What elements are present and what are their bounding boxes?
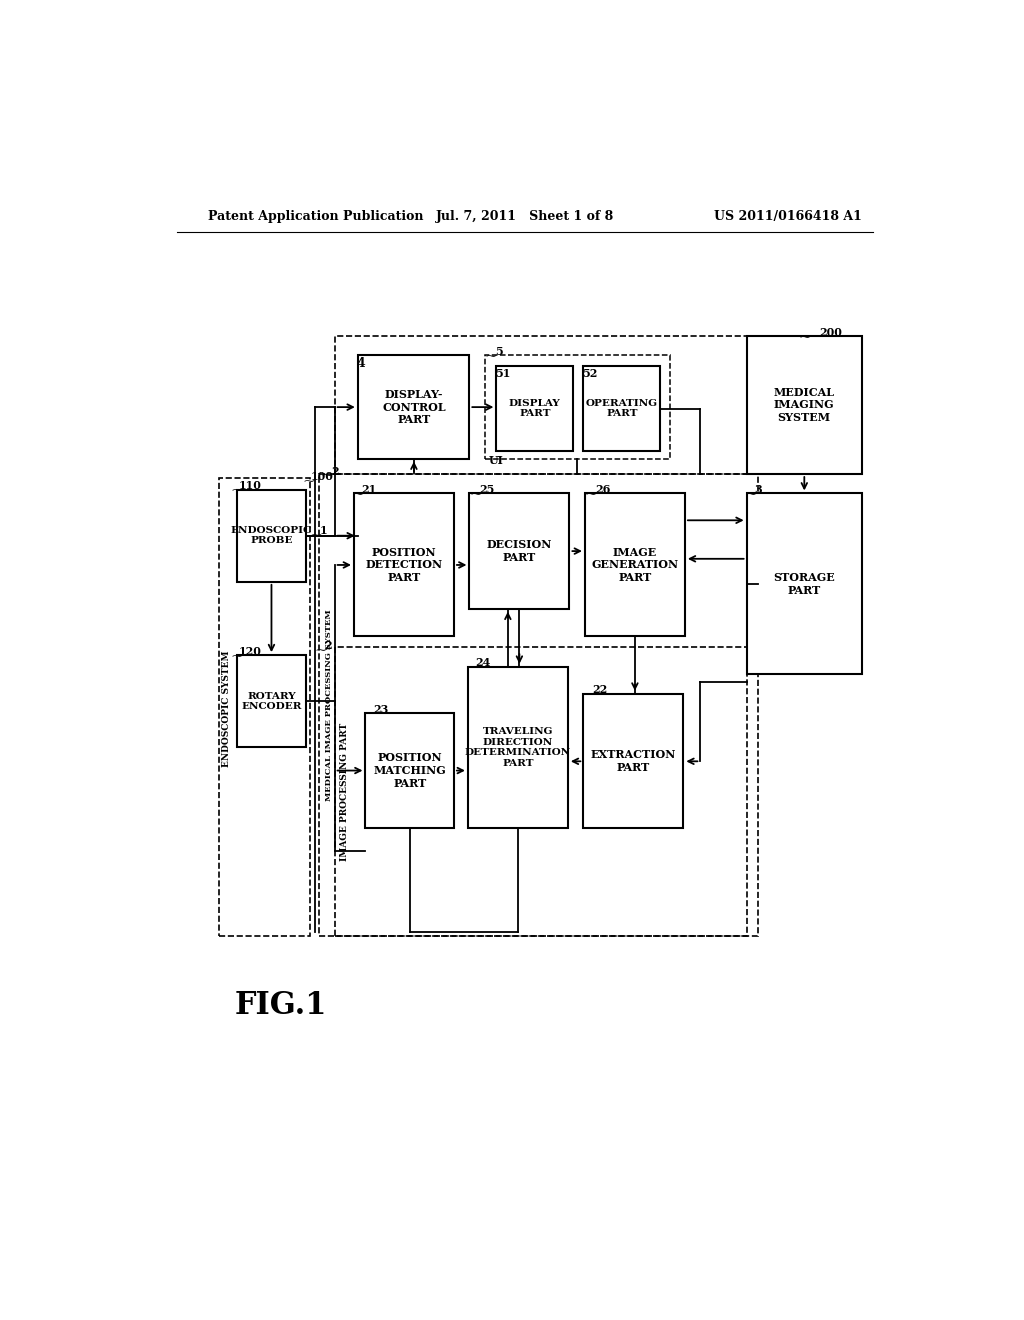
Text: 26: 26: [595, 484, 610, 495]
Text: ~: ~: [314, 644, 327, 659]
Text: 1: 1: [319, 525, 327, 536]
Text: 110: 110: [239, 480, 261, 491]
Text: ~: ~: [585, 488, 597, 502]
Text: 2: 2: [331, 466, 338, 477]
Bar: [237, 655, 306, 747]
Bar: [335, 647, 746, 936]
Bar: [497, 366, 573, 451]
Text: 4: 4: [356, 358, 365, 370]
Text: ~: ~: [309, 529, 322, 543]
Text: ~: ~: [230, 484, 243, 498]
Text: ENDOSCOPIC SYSTEM: ENDOSCOPIC SYSTEM: [222, 651, 231, 767]
Text: ROTARY
ENCODER: ROTARY ENCODER: [242, 692, 302, 711]
Text: 24: 24: [475, 657, 490, 668]
Text: 23: 23: [373, 704, 388, 714]
Bar: [468, 667, 568, 829]
Text: 25: 25: [479, 484, 495, 495]
Text: OPERATING
PART: OPERATING PART: [586, 399, 657, 418]
Text: ~: ~: [583, 688, 595, 702]
Text: 100: 100: [310, 471, 334, 482]
Bar: [585, 494, 685, 636]
Bar: [469, 494, 569, 609]
Text: ~: ~: [362, 708, 376, 721]
Bar: [354, 494, 454, 636]
Text: Patent Application Publication: Patent Application Publication: [208, 210, 423, 223]
Text: FIG.1: FIG.1: [234, 990, 327, 1020]
Text: 120: 120: [239, 645, 261, 657]
Text: DISPLAY-
CONTROL
PART: DISPLAY- CONTROL PART: [382, 389, 445, 425]
Bar: [335, 335, 862, 474]
Text: ~: ~: [230, 649, 243, 664]
Bar: [219, 478, 310, 936]
Text: ~: ~: [484, 350, 498, 364]
Text: 5: 5: [495, 346, 503, 358]
Text: ~: ~: [798, 331, 811, 345]
Text: DECISION
PART: DECISION PART: [486, 539, 552, 564]
Text: EXTRACTION
PART: EXTRACTION PART: [591, 750, 676, 774]
Text: MEDICAL
IMAGING
SYSTEM: MEDICAL IMAGING SYSTEM: [774, 387, 835, 424]
Bar: [746, 335, 862, 474]
Text: STORAGE
PART: STORAGE PART: [773, 573, 836, 597]
Bar: [357, 355, 469, 459]
Text: 52: 52: [582, 368, 597, 379]
Text: 51: 51: [495, 368, 510, 379]
Text: 3: 3: [755, 484, 762, 495]
Text: DISPLAY
PART: DISPLAY PART: [509, 399, 561, 418]
Text: 2: 2: [325, 640, 332, 652]
Text: ~: ~: [744, 488, 757, 502]
Text: TRAVELING
DIRECTION
DETERMINATION
PART: TRAVELING DIRECTION DETERMINATION PART: [465, 727, 571, 767]
Bar: [484, 355, 670, 459]
Bar: [584, 366, 660, 451]
Text: Jul. 7, 2011   Sheet 1 of 8: Jul. 7, 2011 Sheet 1 of 8: [435, 210, 614, 223]
Text: ~: ~: [469, 488, 482, 502]
Bar: [746, 494, 862, 675]
Text: ~: ~: [465, 661, 478, 675]
Bar: [366, 713, 454, 829]
Text: POSITION
DETECTION
PART: POSITION DETECTION PART: [366, 546, 442, 583]
Text: MEDICAL IMAGE PROCESSING SYSTEM: MEDICAL IMAGE PROCESSING SYSTEM: [326, 610, 333, 801]
Bar: [584, 693, 683, 829]
Text: 200: 200: [819, 327, 843, 338]
Text: ~: ~: [351, 488, 365, 502]
Text: ENDOSCOPIC
PROBE: ENDOSCOPIC PROBE: [230, 525, 312, 545]
Text: 22: 22: [593, 684, 608, 696]
Text: IMAGE PROCESSING PART: IMAGE PROCESSING PART: [340, 723, 349, 861]
Text: IMAGE
GENERATION
PART: IMAGE GENERATION PART: [591, 546, 679, 583]
Bar: [237, 490, 306, 582]
Text: ~: ~: [321, 470, 333, 483]
Text: ~: ~: [303, 475, 315, 488]
Text: POSITION
MATCHING
PART: POSITION MATCHING PART: [374, 752, 446, 789]
Text: UI: UI: [488, 455, 504, 466]
Bar: [319, 474, 758, 936]
Text: 21: 21: [361, 484, 377, 495]
Text: US 2011/0166418 A1: US 2011/0166418 A1: [714, 210, 862, 223]
